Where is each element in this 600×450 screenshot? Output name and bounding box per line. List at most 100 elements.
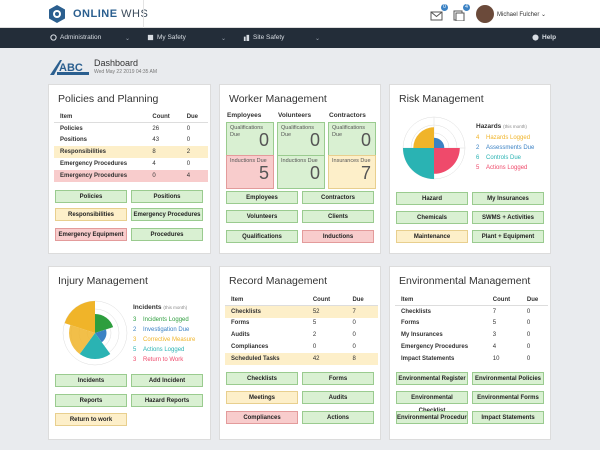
audits-button[interactable]: Audits bbox=[302, 391, 374, 404]
impact-statements-button[interactable]: Impact Statements bbox=[472, 411, 544, 424]
inductions-button[interactable]: Inductions bbox=[302, 230, 374, 243]
table-row[interactable]: Forms 5 0 bbox=[231, 320, 356, 327]
hazard-button[interactable]: Hazard bbox=[396, 192, 468, 205]
my-insurances-button[interactable]: My Insurances bbox=[472, 192, 544, 205]
clients-button[interactable]: Clients bbox=[302, 210, 374, 223]
maintenance-button[interactable]: Maintenance bbox=[396, 230, 468, 243]
add-incident-button[interactable]: Add Incident bbox=[131, 374, 203, 387]
legend-item[interactable]: 2 Assessments Due bbox=[476, 145, 535, 151]
top-bar: ONLINE WHS 0 4 Michael Fulcher ⌄ bbox=[0, 0, 600, 28]
record-card: Record Management Item Count Due Checklist… bbox=[219, 266, 381, 440]
environmental-policies-button[interactable]: Environmental Policies bbox=[472, 372, 544, 385]
reports-button[interactable]: Reports bbox=[55, 394, 127, 407]
slice-return-to-work bbox=[69, 325, 95, 354]
volunteers-button[interactable]: Volunteers bbox=[226, 210, 298, 223]
hazards-legend-title: Hazards (this month) bbox=[476, 123, 527, 130]
chemicals-button[interactable]: Chemicals bbox=[396, 211, 468, 224]
nav-administration[interactable]: Administration bbox=[50, 34, 101, 41]
inductions-due-tile[interactable]: Inductions Due 0 bbox=[277, 155, 325, 189]
card-title: Record Management bbox=[229, 275, 328, 287]
chevron-down-icon[interactable]: ⌄ bbox=[221, 36, 227, 42]
slice-incidents-logged bbox=[95, 313, 114, 333]
incidents-polar-chart bbox=[62, 300, 128, 366]
legend-item[interactable]: 4 Hazards Logged bbox=[476, 135, 531, 141]
table-row[interactable]: Emergency Procedures 0 4 bbox=[54, 169, 208, 182]
table-row[interactable]: Responsibilities 8 2 bbox=[54, 146, 208, 159]
procedures-button[interactable]: Procedures bbox=[131, 228, 203, 241]
employees-button[interactable]: Employees bbox=[226, 191, 298, 204]
legend-item[interactable]: 2 Investigation Due bbox=[133, 327, 190, 333]
table-row[interactable]: Checklists 52 7 bbox=[225, 305, 378, 318]
qualifications-due-tile[interactable]: Qualifications Due 0 bbox=[226, 122, 274, 156]
nav-my-safety[interactable]: My Safety bbox=[147, 34, 186, 41]
volunteers-heading: Volunteers bbox=[278, 112, 312, 119]
legend-item[interactable]: 3 Incidents Logged bbox=[133, 317, 189, 323]
table-row[interactable]: Positions 43 0 bbox=[60, 137, 191, 144]
hazard-reports-button[interactable]: Hazard Reports bbox=[131, 394, 203, 407]
plant-equipment-button[interactable]: Plant + Equipment bbox=[472, 230, 544, 243]
employees-heading: Employees bbox=[227, 112, 262, 119]
incidents-button[interactable]: Incidents bbox=[55, 374, 127, 387]
nav-help[interactable]: Help bbox=[532, 34, 556, 41]
nav-site-safety[interactable]: Site Safety bbox=[243, 34, 284, 41]
environmental-checklist-button[interactable]: Environmental Checklist bbox=[396, 391, 468, 414]
table-row[interactable]: Emergency Procedures 4 0 bbox=[60, 161, 191, 168]
table-row[interactable]: Checklists 7 0 bbox=[401, 308, 531, 315]
incidents-legend-title: Incidents (this month) bbox=[133, 304, 188, 311]
table-row[interactable]: My Insurances 3 0 bbox=[401, 332, 531, 339]
card-title: Injury Management bbox=[58, 275, 148, 287]
environmental-table: Item Count Due Checklists 7 0 Forms 5 0 My Ins… bbox=[395, 294, 548, 365]
card-title: Risk Management bbox=[399, 93, 484, 105]
environmental-forms-button[interactable]: Environmental Forms bbox=[472, 391, 544, 404]
divider bbox=[143, 0, 144, 28]
qualifications-button[interactable]: Qualifications bbox=[226, 230, 298, 243]
legend-item[interactable]: 6 Controls Due bbox=[476, 155, 522, 161]
checklists-button[interactable]: Checklists bbox=[226, 372, 298, 385]
table-row[interactable]: Compliances 0 0 bbox=[231, 344, 356, 351]
table-row[interactable]: Forms 5 0 bbox=[401, 320, 531, 327]
environmental-procedures-button[interactable]: Environmental Procedures bbox=[396, 411, 468, 424]
table-row[interactable]: Emergency Procedures 4 0 bbox=[401, 344, 531, 351]
policies-card: Policies and Planning Item Count Due Polic… bbox=[48, 84, 211, 254]
legend-item[interactable]: 5 Actions Logged bbox=[133, 347, 185, 353]
compliances-button[interactable]: Compliances bbox=[226, 411, 298, 424]
legend-item[interactable]: 3 Return to Work bbox=[133, 357, 184, 363]
swms-activities-button[interactable]: SWMS + Activities bbox=[472, 211, 544, 224]
actions-button[interactable]: Actions bbox=[302, 411, 374, 424]
worker-card: Worker Management Employees Volunteers C… bbox=[219, 84, 381, 254]
policies-button[interactable]: Policies bbox=[55, 190, 127, 203]
inductions-due-tile[interactable]: Inductions Due 5 bbox=[226, 155, 274, 189]
hazards-polar-chart bbox=[402, 116, 466, 180]
insurances-due-tile[interactable]: Insurances Due 7 bbox=[328, 155, 376, 189]
brand[interactable]: ONLINE WHS bbox=[73, 8, 149, 20]
qualifications-due-tile[interactable]: Qualifications Due 0 bbox=[277, 122, 325, 156]
user-menu[interactable]: Michael Fulcher ⌄ bbox=[497, 12, 547, 18]
chevron-down-icon[interactable]: ⌄ bbox=[125, 36, 131, 42]
chevron-down-icon: ⌄ bbox=[541, 12, 547, 18]
positions-button[interactable]: Positions bbox=[131, 190, 203, 203]
page-date: Wed May 22 2019 04:35 AM bbox=[94, 69, 158, 75]
return-to-work-button[interactable]: Return to work bbox=[55, 413, 127, 426]
table-row[interactable]: Audits 2 0 bbox=[231, 332, 356, 339]
emergency-equipment-button[interactable]: Emergency Equipment bbox=[55, 228, 127, 241]
card-title: Worker Management bbox=[229, 93, 327, 105]
contractors-button[interactable]: Contractors bbox=[302, 191, 374, 204]
table-row[interactable]: Impact Statements 10 0 bbox=[401, 355, 531, 362]
chevron-down-icon[interactable]: ⌄ bbox=[315, 36, 321, 42]
injury-card: Injury Management Incidents (this month)… bbox=[48, 266, 211, 440]
table-row[interactable]: Scheduled Tasks 42 8 bbox=[225, 352, 378, 365]
documents-icon[interactable]: 4 bbox=[452, 4, 470, 22]
environmental-register-button[interactable]: Environmental Register bbox=[396, 372, 468, 385]
avatar[interactable] bbox=[476, 5, 494, 23]
responsibilities-button[interactable]: Responsibilities bbox=[55, 208, 127, 221]
meetings-button[interactable]: Meetings bbox=[226, 391, 298, 404]
risk-card: Risk Management Hazards (this month) 4 Ha… bbox=[389, 84, 551, 254]
legend-item[interactable]: 3 Corrective Measure bbox=[133, 337, 196, 343]
forms-button[interactable]: Forms bbox=[302, 372, 374, 385]
emergency-procedures-button[interactable]: Emergency Procedures bbox=[131, 208, 203, 221]
mail-icon[interactable]: 0 bbox=[430, 4, 448, 21]
slice-controls-due bbox=[403, 148, 434, 179]
qualifications-due-tile[interactable]: Qualifications Due 0 bbox=[328, 122, 376, 156]
legend-item[interactable]: 5 Actions Logged bbox=[476, 165, 528, 171]
table-row[interactable]: Policies 26 0 bbox=[60, 125, 191, 132]
